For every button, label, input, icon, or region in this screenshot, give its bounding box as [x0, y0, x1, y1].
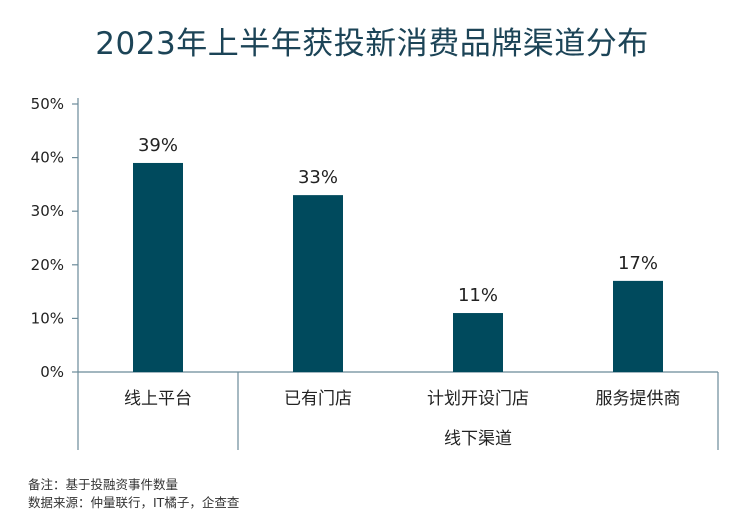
bar-chart: 0% 10% 20% 30% 40% 50% 39% 线上平台 33% 已有门店 11% 计划开设门…: [31, 95, 719, 450]
x-tick-label: 服务提供商: [596, 389, 681, 409]
bar: [613, 280, 663, 372]
y-tick-label: 0%: [40, 363, 64, 381]
bars: [133, 162, 663, 372]
group-label: 线下渠道: [444, 429, 512, 449]
y-tick-label: 40%: [31, 149, 64, 167]
data-label: 11%: [458, 285, 498, 306]
bar: [453, 313, 503, 372]
data-label: 17%: [618, 253, 658, 274]
data-label: 33%: [298, 167, 338, 188]
y-tick-label: 20%: [31, 256, 64, 274]
x-tick-label: 已有门店: [284, 389, 352, 409]
bar: [133, 162, 183, 372]
y-tick-label: 30%: [31, 202, 64, 220]
data-label: 39%: [138, 135, 178, 156]
axes: 0% 10% 20% 30% 40% 50%: [31, 95, 719, 450]
y-tick-label: 50%: [31, 95, 64, 113]
bar: [293, 195, 343, 372]
x-tick-label: 计划开设门店: [427, 389, 529, 409]
y-tick-label: 10%: [31, 309, 64, 327]
chart-title: 2023年上半年获投新消费品牌渠道分布: [95, 26, 649, 62]
note-basis: 备注：基于投融资事件数量: [28, 477, 179, 492]
x-tick-label: 线上平台: [124, 389, 192, 409]
footnotes: 备注：基于投融资事件数量 数据来源：仲量联行，IT橘子，企查查: [28, 476, 239, 512]
note-source: 数据来源：仲量联行，IT橘子，企查查: [28, 495, 240, 510]
